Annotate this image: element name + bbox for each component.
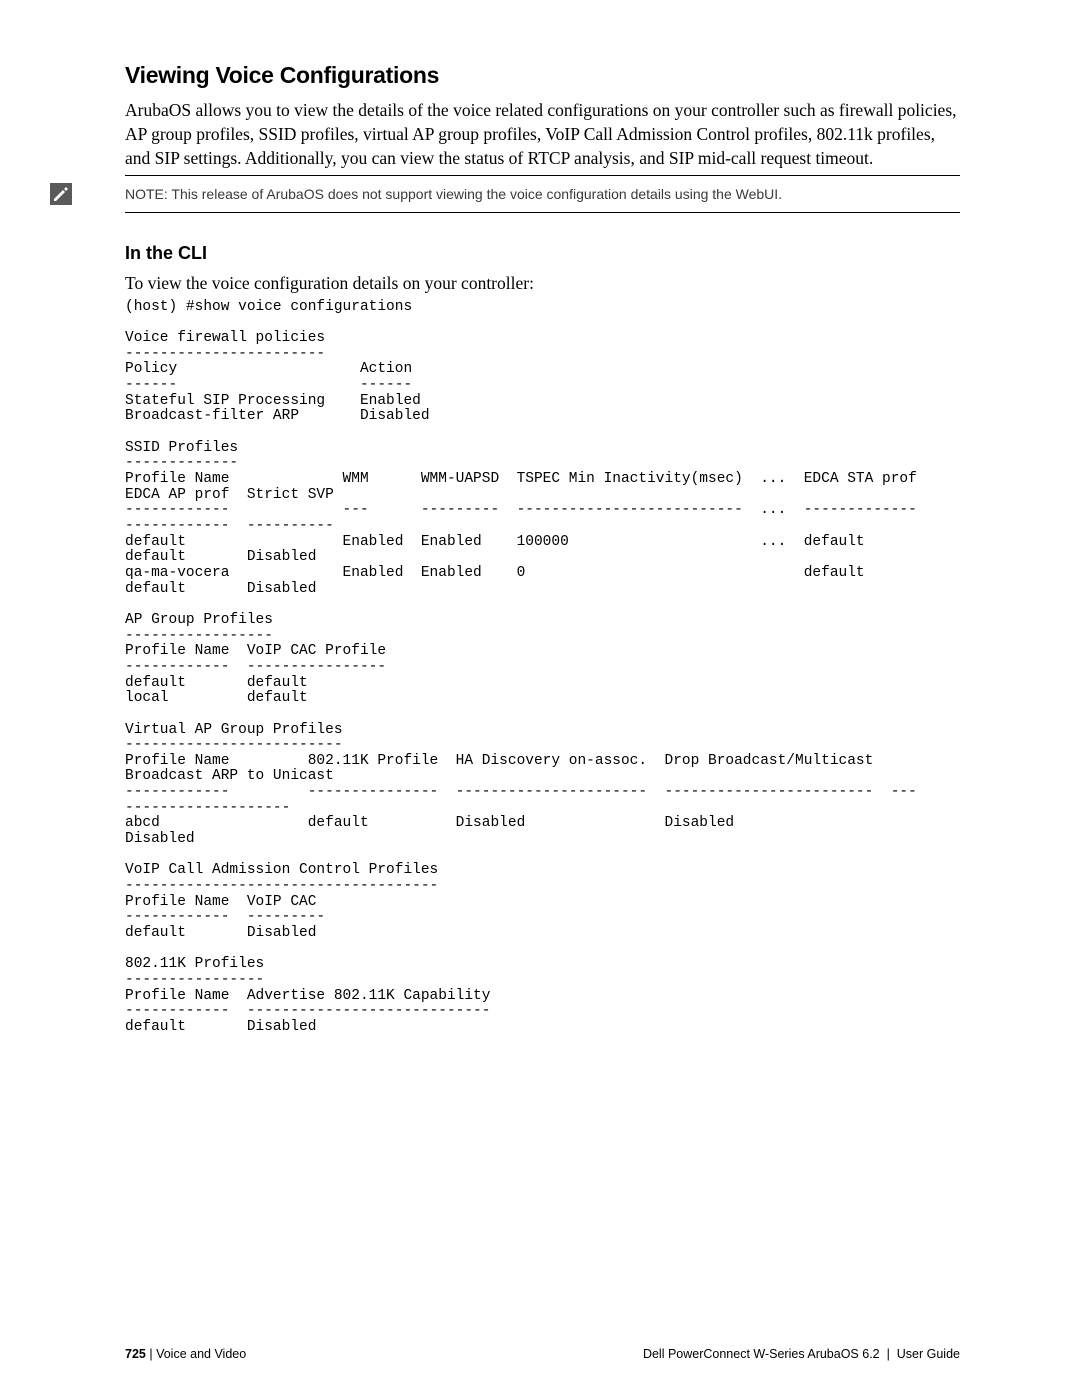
main-content: Viewing Voice Configurations ArubaOS all… — [125, 62, 960, 184]
page-heading: Viewing Voice Configurations — [125, 62, 960, 89]
footer-left: 725 | Voice and Video — [125, 1347, 246, 1361]
intro-paragraph: ArubaOS allows you to view the details o… — [125, 99, 960, 170]
cli-output: (host) #show voice configurations Voice … — [125, 300, 960, 1036]
footer-doctype: User Guide — [897, 1347, 960, 1361]
cli-heading: In the CLI — [125, 243, 960, 264]
page: Viewing Voice Configurations ArubaOS all… — [0, 0, 1080, 1397]
footer-right: Dell PowerConnect W-Series ArubaOS 6.2 |… — [643, 1347, 960, 1361]
cli-section: In the CLI To view the voice configurati… — [125, 243, 960, 1036]
footer-separator-2: | — [880, 1347, 897, 1361]
footer-page-number: 725 — [125, 1347, 146, 1361]
page-footer: 725 | Voice and Video Dell PowerConnect … — [0, 1337, 1080, 1397]
note-pencil-icon — [50, 183, 72, 205]
note-block: NOTE: This release of ArubaOS does not s… — [50, 175, 960, 213]
footer-product: Dell PowerConnect W-Series ArubaOS 6.2 — [643, 1347, 880, 1361]
footer-separator-1: | — [146, 1347, 156, 1361]
cli-intro-text: To view the voice configuration details … — [125, 272, 960, 296]
note-text: NOTE: This release of ArubaOS does not s… — [125, 175, 960, 213]
footer-section: Voice and Video — [156, 1347, 246, 1361]
